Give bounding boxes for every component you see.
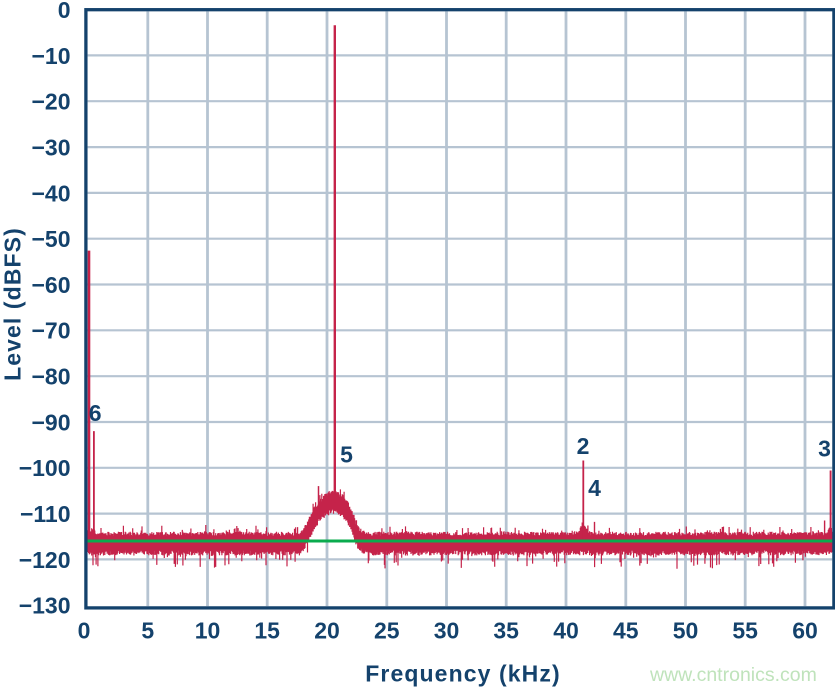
svg-text:−120: −120 <box>19 547 71 573</box>
svg-text:−10: −10 <box>31 43 70 69</box>
svg-text:−50: −50 <box>31 226 70 252</box>
svg-text:40: 40 <box>553 618 579 644</box>
svg-text:www.cntronics.com: www.cntronics.com <box>649 664 817 686</box>
svg-text:−90: −90 <box>31 409 70 435</box>
svg-text:6: 6 <box>89 400 102 426</box>
svg-text:55: 55 <box>732 618 758 644</box>
svg-text:0: 0 <box>58 0 71 23</box>
svg-text:0: 0 <box>78 618 91 644</box>
svg-text:50: 50 <box>673 618 699 644</box>
svg-text:−40: −40 <box>31 180 70 206</box>
svg-text:Level (dBFS): Level (dBFS) <box>0 227 26 381</box>
svg-text:Frequency (kHz): Frequency (kHz) <box>365 661 560 687</box>
svg-text:5: 5 <box>141 618 154 644</box>
svg-text:2: 2 <box>577 433 590 459</box>
svg-text:−80: −80 <box>31 364 70 390</box>
svg-text:35: 35 <box>493 618 519 644</box>
svg-text:45: 45 <box>613 618 639 644</box>
svg-text:5: 5 <box>340 441 353 467</box>
svg-text:15: 15 <box>254 618 280 644</box>
svg-text:20: 20 <box>314 618 340 644</box>
svg-text:−60: −60 <box>31 272 70 298</box>
svg-text:−70: −70 <box>31 318 70 344</box>
svg-text:−130: −130 <box>19 593 71 619</box>
svg-text:3: 3 <box>818 436 831 462</box>
svg-text:30: 30 <box>434 618 460 644</box>
svg-text:10: 10 <box>195 618 221 644</box>
svg-text:4: 4 <box>588 475 601 501</box>
svg-text:−100: −100 <box>19 455 71 481</box>
svg-text:−30: −30 <box>31 135 70 161</box>
svg-text:60: 60 <box>792 618 818 644</box>
svg-text:−110: −110 <box>20 501 71 527</box>
svg-text:25: 25 <box>374 618 400 644</box>
svg-text:−20: −20 <box>31 89 70 115</box>
